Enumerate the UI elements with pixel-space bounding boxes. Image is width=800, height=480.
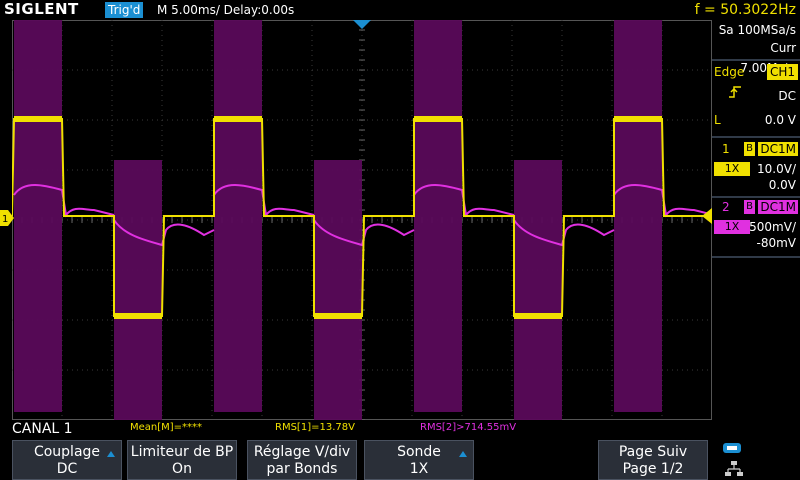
softkey-value: DC — [56, 461, 78, 477]
softkey-value: On — [172, 461, 192, 477]
memory-depth: Curr 7.00Mpts — [740, 41, 796, 75]
divider — [712, 196, 800, 198]
trigger-status-badge: Trig'd — [105, 2, 144, 18]
mean-measurement: Mean[M]=**** — [130, 422, 203, 433]
softkey-value: 1X — [409, 461, 429, 477]
rms1-measurement: RMS[1]=13.78V — [275, 422, 355, 433]
ch1-probe: 1X — [714, 162, 750, 176]
ch1-info[interactable]: 1 B DC1M 1X 10.0V/ 0.0V — [712, 140, 800, 196]
ch2-scale: 500mV/ — [749, 220, 796, 234]
frequency-readout: f = 50.3022Hz — [694, 2, 796, 18]
ch2-bw-flag: B — [744, 200, 755, 214]
rms2-measurement: RMS[2]>714.55mV — [420, 422, 517, 433]
chevron-up-icon — [459, 451, 467, 457]
ch1-trace — [11, 116, 800, 319]
right-info-panel: Sa 100MSa/s Curr 7.00Mpts Edge CH1 DC L … — [712, 20, 800, 420]
ch1-bw-flag: B — [744, 142, 755, 156]
softkey-value: Page 1/2 — [622, 461, 684, 477]
rising-edge-icon — [729, 86, 741, 98]
chevron-up-icon — [107, 451, 115, 457]
ch1-scale: 10.0V/ — [757, 162, 796, 176]
ch2-number: 2 — [722, 200, 730, 214]
softkey-value: par Bonds — [266, 461, 338, 477]
network-icon — [725, 461, 743, 476]
ch2-offset: -80mV — [756, 236, 797, 250]
ch2-probe: 1X — [714, 220, 750, 234]
trigger-coupling: DC — [778, 89, 796, 103]
trigger-level-label: L — [714, 113, 721, 127]
softkey-label: Page Suiv — [618, 444, 688, 460]
softkey-probe[interactable]: Sonde 1X — [364, 440, 474, 480]
menu-title: CANAL 1 — [12, 421, 73, 437]
trigger-position-marker[interactable] — [353, 20, 371, 29]
svg-text:1: 1 — [2, 214, 8, 225]
softkey-label: Réglage V/div — [253, 444, 351, 460]
ch2-coupling: DC1M — [758, 200, 798, 214]
softkey-label: Limiteur de BP — [130, 444, 234, 460]
trigger-level-marker[interactable] — [702, 208, 712, 224]
waveform-canvas — [11, 19, 800, 421]
softkey-label: Sonde — [397, 444, 441, 460]
sample-rate: Sa 100MSa/s — [718, 23, 796, 37]
ch1-offset: 0.0V — [768, 178, 796, 192]
ch2-info[interactable]: 2 B DC1M 1X 500mV/ -80mV — [712, 198, 800, 254]
ch1-coupling: DC1M — [758, 142, 798, 156]
trigger-type: Edge — [714, 65, 745, 79]
divider — [712, 59, 800, 61]
softkey-label: Couplage — [33, 444, 101, 460]
trigger-level: 0.0 V — [764, 113, 796, 127]
brand-logo: SIGLENT — [4, 0, 79, 18]
ch1-number: 1 — [722, 142, 730, 156]
softkey-bar: Couplage DC Limiteur de BP On Réglage V/… — [0, 438, 800, 480]
divider — [712, 136, 800, 138]
divider — [712, 256, 800, 258]
trigger-source: CH1 — [766, 64, 798, 80]
ch1-ground-marker[interactable]: 1 — [0, 210, 14, 226]
timebase-readout: M 5.00ms/ Delay:0.00s — [157, 3, 295, 17]
usb-icon — [723, 443, 741, 453]
softkey-volts-div-mode[interactable]: Réglage V/div par Bonds — [247, 440, 357, 480]
top-status-bar: SIGLENT Trig'd M 5.00ms/ Delay:0.00s f =… — [0, 0, 800, 20]
waveform-display[interactable] — [11, 19, 800, 421]
softkey-coupling[interactable]: Couplage DC — [12, 440, 122, 480]
softkey-bandwidth-limit[interactable]: Limiteur de BP On — [127, 440, 237, 480]
softkey-next-page[interactable]: Page Suiv Page 1/2 — [598, 440, 708, 480]
